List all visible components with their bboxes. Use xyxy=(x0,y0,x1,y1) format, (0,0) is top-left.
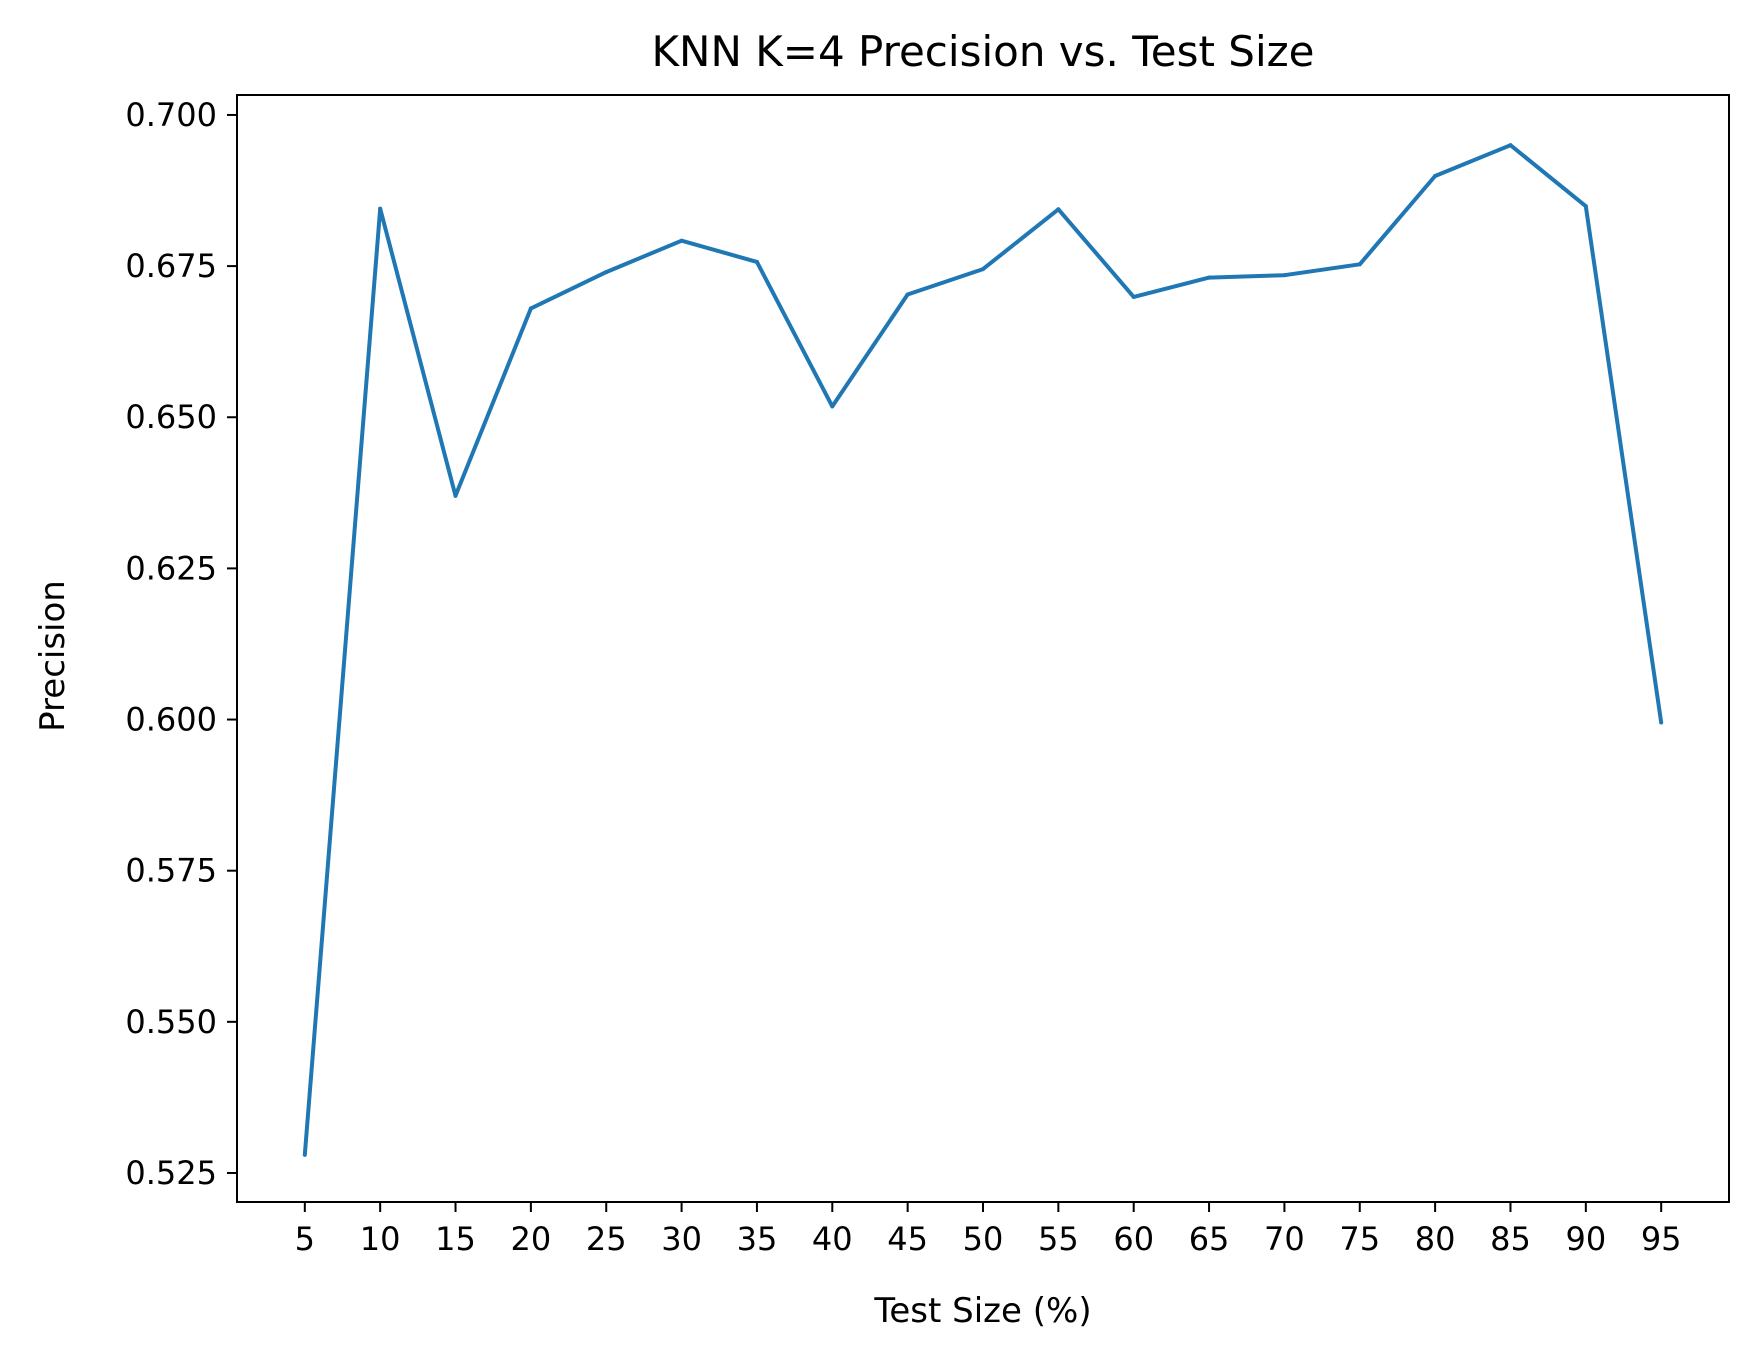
y-tick-label: 0.575 xyxy=(125,852,217,890)
x-tick-label: 80 xyxy=(1415,1220,1456,1258)
data-point xyxy=(1056,207,1061,212)
x-tick-label: 60 xyxy=(1113,1220,1154,1258)
x-tick-label: 45 xyxy=(887,1220,928,1258)
x-tick-label: 90 xyxy=(1565,1220,1606,1258)
data-point xyxy=(302,1152,307,1157)
y-tick-label: 0.675 xyxy=(125,247,217,285)
data-point xyxy=(754,259,759,264)
x-tick-label: 70 xyxy=(1264,1220,1305,1258)
data-point xyxy=(1357,262,1362,267)
x-tick-label: 40 xyxy=(812,1220,853,1258)
x-tick-label: 75 xyxy=(1339,1220,1380,1258)
y-tick-label: 0.550 xyxy=(125,1003,217,1041)
data-point xyxy=(1433,174,1438,179)
x-tick-label: 5 xyxy=(295,1220,315,1258)
data-point xyxy=(1131,294,1136,299)
data-point xyxy=(1583,204,1588,209)
x-tick-label: 65 xyxy=(1189,1220,1230,1258)
data-point xyxy=(1508,143,1513,148)
y-axis-label: Precision xyxy=(33,580,73,732)
data-point xyxy=(378,206,383,211)
data-point xyxy=(453,493,458,498)
data-point xyxy=(905,292,910,297)
x-tick-label: 25 xyxy=(586,1220,627,1258)
x-tick-label: 95 xyxy=(1641,1220,1682,1258)
x-tick-label: 15 xyxy=(435,1220,476,1258)
y-tick-label: 0.525 xyxy=(125,1154,217,1192)
ticks-layer: 5 10 15 20 25 30 35 40 45 50 55 60 65 70 75 80 85 90 95 0.5… xyxy=(125,96,1681,1258)
x-tick-label: 50 xyxy=(963,1220,1004,1258)
series-line xyxy=(302,143,1664,1155)
data-point xyxy=(1659,720,1664,725)
plot-area-frame xyxy=(236,94,1730,1203)
series-layer xyxy=(302,143,1664,1157)
data-point xyxy=(679,238,684,243)
data-point xyxy=(1282,273,1287,278)
x-axis-label: Test Size (%) xyxy=(873,1291,1091,1331)
data-point xyxy=(1207,275,1212,280)
y-tick-label: 0.700 xyxy=(125,96,217,134)
x-tick-label: 85 xyxy=(1490,1220,1531,1258)
x-tick-label: 20 xyxy=(511,1220,552,1258)
y-tick-label: 0.650 xyxy=(125,398,217,436)
x-tick-label: 10 xyxy=(360,1220,401,1258)
data-point xyxy=(528,306,533,311)
x-tick-label: 55 xyxy=(1038,1220,1079,1258)
data-point xyxy=(604,270,609,275)
x-tick-label: 35 xyxy=(737,1220,778,1258)
y-tick-label: 0.625 xyxy=(125,549,217,587)
x-tick-label: 30 xyxy=(661,1220,702,1258)
y-tick-label: 0.600 xyxy=(125,701,217,739)
data-point xyxy=(830,404,835,409)
data-point xyxy=(981,267,985,272)
chart-title: KNN K=4 Precision vs. Test Size xyxy=(652,27,1315,76)
